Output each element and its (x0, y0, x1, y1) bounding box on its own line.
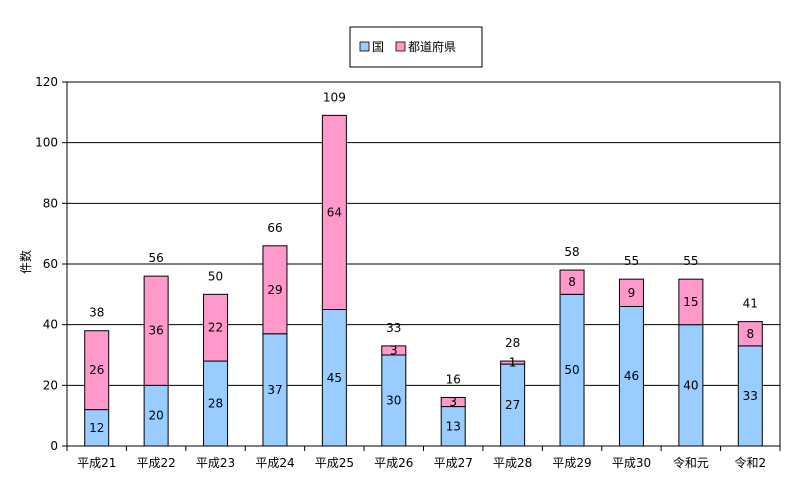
bar-segment-todofuken (678, 278, 704, 326)
x-tick-label: 平成29 (552, 456, 591, 470)
bar-segment-todofuken (440, 396, 466, 408)
y-tick-label: 20 (43, 378, 58, 392)
data-label-kuni: 28 (208, 397, 223, 411)
data-label-kuni: 27 (505, 398, 520, 412)
legend-box (349, 26, 483, 68)
gridlines (67, 81, 780, 386)
legend-label-todofuken: 都道府県 (408, 39, 456, 54)
x-tick-label: 令和2 (734, 455, 766, 470)
total-label: 33 (386, 321, 401, 335)
x-tick-label: 平成24 (255, 456, 294, 470)
total-label: 55 (683, 254, 698, 268)
legend: 国 都道府県 (349, 26, 483, 68)
total-label: 16 (446, 372, 461, 386)
bar-segment-todofuken (84, 330, 110, 411)
total-label: 50 (208, 269, 223, 283)
total-label: 55 (624, 254, 639, 268)
data-label-kuni: 45 (327, 371, 342, 385)
bar-segment-kuni (618, 305, 644, 447)
y-tick-label: 0 (50, 439, 58, 453)
bar-segment-todofuken (618, 278, 644, 307)
data-label-kuni: 33 (743, 389, 758, 403)
y-axis-title: 件数 (18, 250, 33, 274)
data-label-todofuken: 9 (628, 286, 636, 300)
legend-swatch-kuni (359, 41, 370, 52)
x-tick-label: 平成27 (434, 456, 473, 470)
bar-segment-todofuken (559, 269, 585, 295)
total-label: 28 (505, 336, 520, 350)
bar-segment-todofuken (500, 360, 526, 365)
data-label-todofuken: 26 (89, 363, 104, 377)
x-tick-label: 平成23 (196, 456, 235, 470)
bar-segment-todofuken (381, 345, 407, 356)
x-tick-label: 平成30 (612, 456, 651, 470)
bar-segment-todofuken (321, 114, 347, 310)
y-tick-label: 100 (35, 136, 58, 150)
data-label-kuni: 13 (446, 419, 461, 433)
x-tick-label: 平成26 (374, 456, 413, 470)
y-tick-label: 120 (35, 75, 58, 89)
data-label-kuni: 46 (624, 369, 639, 383)
y-tick-label: 80 (43, 196, 58, 210)
data-label-kuni: 37 (267, 383, 282, 397)
total-label: 41 (743, 297, 758, 311)
data-label-kuni: 40 (683, 378, 698, 392)
bar-segment-todofuken (203, 293, 229, 362)
y-tick-label: 40 (43, 318, 58, 332)
data-label-todofuken: 64 (327, 205, 342, 219)
x-tick-label: 令和元 (673, 455, 709, 470)
x-tick-label: 平成28 (493, 456, 532, 470)
bar-segment-todofuken (262, 245, 288, 335)
bar-segment-todofuken (143, 275, 169, 386)
data-label-todofuken: 3 (390, 343, 398, 357)
bar-segment-kuni (500, 363, 526, 447)
total-label: 56 (148, 251, 163, 265)
legend-swatch-todofuken (395, 41, 406, 52)
x-tick-label: 平成22 (136, 456, 175, 470)
bar-segment-kuni (737, 345, 763, 447)
data-label-todofuken: 8 (568, 275, 576, 289)
bar-segment-kuni (262, 333, 288, 447)
data-label-todofuken: 36 (148, 324, 163, 338)
bars: 1226382036562822503729664564109303331331… (84, 90, 763, 447)
data-label-todofuken: 15 (683, 295, 698, 309)
data-label-kuni: 50 (564, 363, 579, 377)
data-label-kuni: 12 (89, 421, 104, 435)
data-label-todofuken: 3 (449, 395, 457, 409)
data-label-todofuken: 29 (267, 283, 282, 297)
legend-label-kuni: 国 (372, 40, 384, 54)
x-tick-label: 平成25 (315, 456, 354, 470)
total-label: 38 (89, 306, 104, 320)
total-label: 109 (323, 90, 346, 104)
y-tick-label: 60 (43, 257, 58, 271)
data-label-kuni: 30 (386, 394, 401, 408)
data-label-todofuken: 8 (746, 327, 754, 341)
data-label-todofuken: 22 (208, 321, 223, 335)
total-label: 66 (267, 221, 282, 235)
bar-segment-kuni (143, 384, 169, 447)
bar-segment-kuni (203, 360, 229, 447)
bar-segment-todofuken (737, 321, 763, 347)
data-label-todofuken: 1 (509, 356, 517, 370)
total-label: 58 (564, 245, 579, 259)
x-tick-label: 平成21 (77, 456, 116, 470)
data-label-kuni: 20 (148, 409, 163, 423)
